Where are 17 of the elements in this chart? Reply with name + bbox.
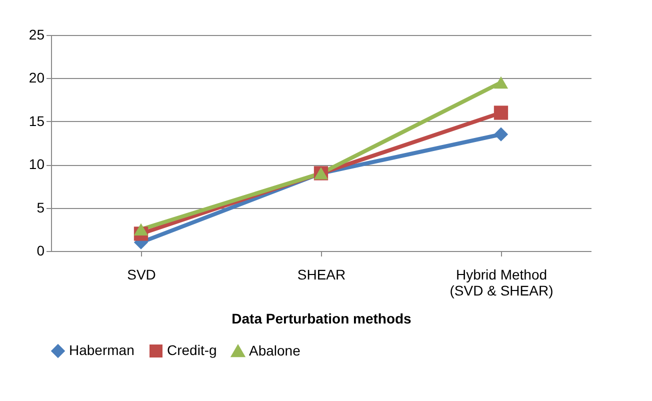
legend-label: Credit-g — [167, 342, 217, 358]
point — [494, 76, 508, 89]
point — [494, 127, 508, 142]
x-tick-label: SVD — [127, 266, 156, 282]
legend-label: Haberman — [69, 342, 134, 358]
y-tick-label: 5 — [36, 199, 45, 216]
x-axis-title: Data Perturbation methods — [232, 310, 412, 326]
point — [494, 106, 508, 120]
y-tick-label: 15 — [28, 112, 45, 129]
y-tick-label: 25 — [28, 26, 45, 42]
legend-label: Abalone — [249, 342, 301, 358]
point — [134, 223, 148, 236]
y-tick-label: 20 — [28, 70, 45, 86]
y-tick-label: 10 — [28, 156, 45, 172]
x-tick-label: SHEAR — [297, 266, 346, 282]
y-tick-label: 0 — [36, 242, 45, 258]
x-tick-label: Hybrid Method (SVD & SHEAR) — [450, 266, 554, 298]
